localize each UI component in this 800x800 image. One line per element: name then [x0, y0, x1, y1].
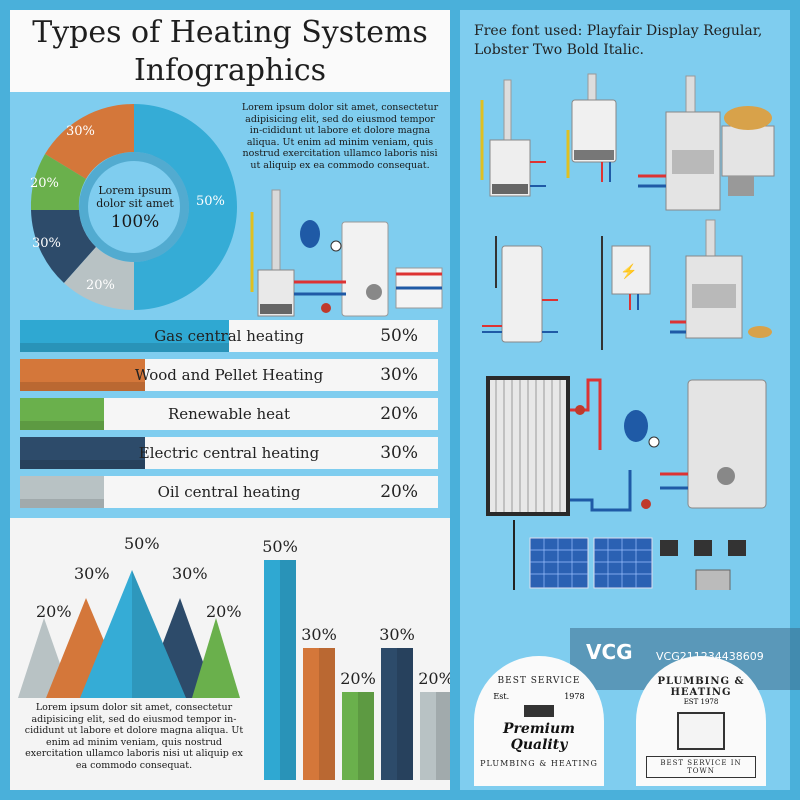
bar-name-electric: Electric central heating	[138, 444, 320, 462]
solar-panel-illustration	[513, 520, 746, 590]
watermark-logo: VCG	[586, 640, 633, 664]
bar-fill-wood	[20, 359, 146, 391]
column-wood	[303, 648, 335, 780]
donut-center-line2: dolor sit amet	[96, 197, 174, 210]
mountain-label-4: 30%	[172, 564, 208, 583]
bar-pct-electric: 30%	[380, 443, 418, 463]
boiler-system-illustration	[250, 189, 443, 317]
donut-label-oil: 20%	[86, 278, 115, 293]
mountain-label-5: 20%	[206, 602, 242, 621]
column-gas	[264, 560, 296, 780]
donut-slice-wood	[45, 103, 134, 179]
bar-row-gas: Gas central heating 50%	[20, 320, 438, 352]
gas-boiler-illustration	[480, 79, 546, 197]
badge2-top: PLUMBING & HEATING	[657, 676, 745, 698]
column-label-renewable: 20%	[340, 669, 376, 688]
electric-heater-illustration: ⚡	[601, 236, 651, 350]
wall-boiler-illustration	[566, 73, 617, 182]
bar-name-gas: Gas central heating	[154, 327, 304, 345]
donut-center-pct: 100%	[110, 212, 160, 232]
badge-premium-quality: BEST SERVICE Est. 1978 Premium Quality P…	[474, 656, 604, 786]
bar-row-renewable: Renewable heat 20%	[20, 398, 438, 430]
donut-slice-oil	[64, 247, 134, 311]
bar-pct-gas: 50%	[380, 326, 418, 346]
column-renewable	[342, 692, 374, 780]
mountain-renewable	[192, 618, 240, 698]
donut-slice-renewable	[30, 154, 86, 210]
bar-name-renewable: Renewable heat	[167, 405, 291, 423]
donut-slice-gas	[134, 104, 237, 310]
lorem-bottom: Lorem ipsum dolor sit amet, consectetur …	[24, 702, 244, 771]
column-chart: 50% 30% 20% 30% 20%	[262, 537, 450, 780]
svg-text:⚡: ⚡	[620, 263, 637, 280]
donut-label-electric: 30%	[32, 236, 61, 251]
font-note-line1: Free font used: Playfair Display Regular…	[474, 23, 763, 39]
bar-pct-wood: 30%	[380, 365, 418, 385]
bar-row-oil: Oil central heating 20%	[20, 476, 438, 508]
font-note-line2: Lobster Two Bold Italic.	[474, 42, 644, 58]
heating-equipment-illustrations: ⚡	[480, 73, 775, 590]
page-title-line2: Infographics	[133, 53, 327, 88]
title-box: Types of Heating Systems Infographics	[10, 10, 450, 92]
page-title-line1: Types of Heating Systems	[32, 15, 428, 50]
column-label-gas: 50%	[262, 537, 298, 556]
column-electric	[381, 648, 413, 780]
font-note: Free font used: Playfair Display Regular…	[474, 22, 762, 60]
radiator-system-illustration	[486, 376, 767, 516]
mountain-label-2: 30%	[74, 564, 110, 583]
mountain-gas	[80, 570, 186, 698]
mountain-chart	[18, 570, 240, 698]
donut-chart	[30, 103, 237, 311]
donut-label-renewable: 20%	[30, 176, 59, 191]
badge2-bottom: BEST SERVICE IN TOWN	[646, 756, 756, 778]
badge1-top: BEST SERVICE	[497, 676, 581, 686]
bar-name-oil: Oil central heating	[157, 483, 301, 501]
badge1-est-row: Est. 1978	[474, 692, 604, 701]
bar-pct-renewable: 20%	[380, 404, 418, 424]
donut-center-text: Lorem ipsum dolor sit amet 100%	[80, 184, 190, 234]
column-label-electric: 30%	[379, 625, 415, 644]
boiler-icon	[677, 712, 725, 750]
bar-fill-renewable	[20, 398, 104, 430]
bar-pct-oil: 20%	[380, 482, 418, 502]
lorem-top: Lorem ipsum dolor sit amet, consectetur …	[241, 102, 439, 171]
donut-label-wood: 30%	[66, 124, 95, 139]
column-label-wood: 30%	[301, 625, 337, 644]
right-panel: Free font used: Playfair Display Regular…	[460, 10, 800, 790]
column-oil	[420, 692, 450, 780]
mountain-label-3: 50%	[124, 534, 160, 553]
bar-fill-gas	[20, 320, 229, 352]
pellet-boiler-illustration	[638, 75, 775, 211]
donut-slice-electric	[31, 210, 96, 283]
badge2-est: EST 1978	[683, 698, 719, 706]
house-icon	[524, 705, 554, 717]
donut-center-line1: Lorem ipsum	[98, 184, 172, 197]
badge1-est: Est.	[493, 692, 510, 701]
badge1-year: 1978	[564, 692, 585, 701]
donut-label-gas: 50%	[196, 194, 225, 209]
left-panel: Types of Heating Systems Infographics 30…	[10, 10, 450, 790]
badge1-bottom: PLUMBING & HEATING	[480, 759, 598, 768]
bar-fill-oil	[20, 476, 104, 508]
bar-row-electric: Electric central heating 30%	[20, 437, 438, 469]
bar-name-wood: Wood and Pellet Heating	[134, 366, 324, 384]
badge1-main: Premium Quality	[503, 721, 575, 753]
column-label-oil: 20%	[418, 669, 450, 688]
solid-fuel-boiler-illustration	[670, 219, 772, 339]
bar-fill-electric	[20, 437, 146, 469]
bottom-section: 20% 30% 50% 30% 20% 50%30%20%30%20% Lore…	[10, 518, 450, 790]
badge-plumbing-heating: PLUMBING & HEATING EST 1978 BEST SERVICE…	[636, 656, 766, 786]
bar-row-wood: Wood and Pellet Heating 30%	[20, 359, 438, 391]
electric-boiler-illustration	[482, 236, 558, 343]
mountain-label-1: 20%	[36, 602, 72, 621]
